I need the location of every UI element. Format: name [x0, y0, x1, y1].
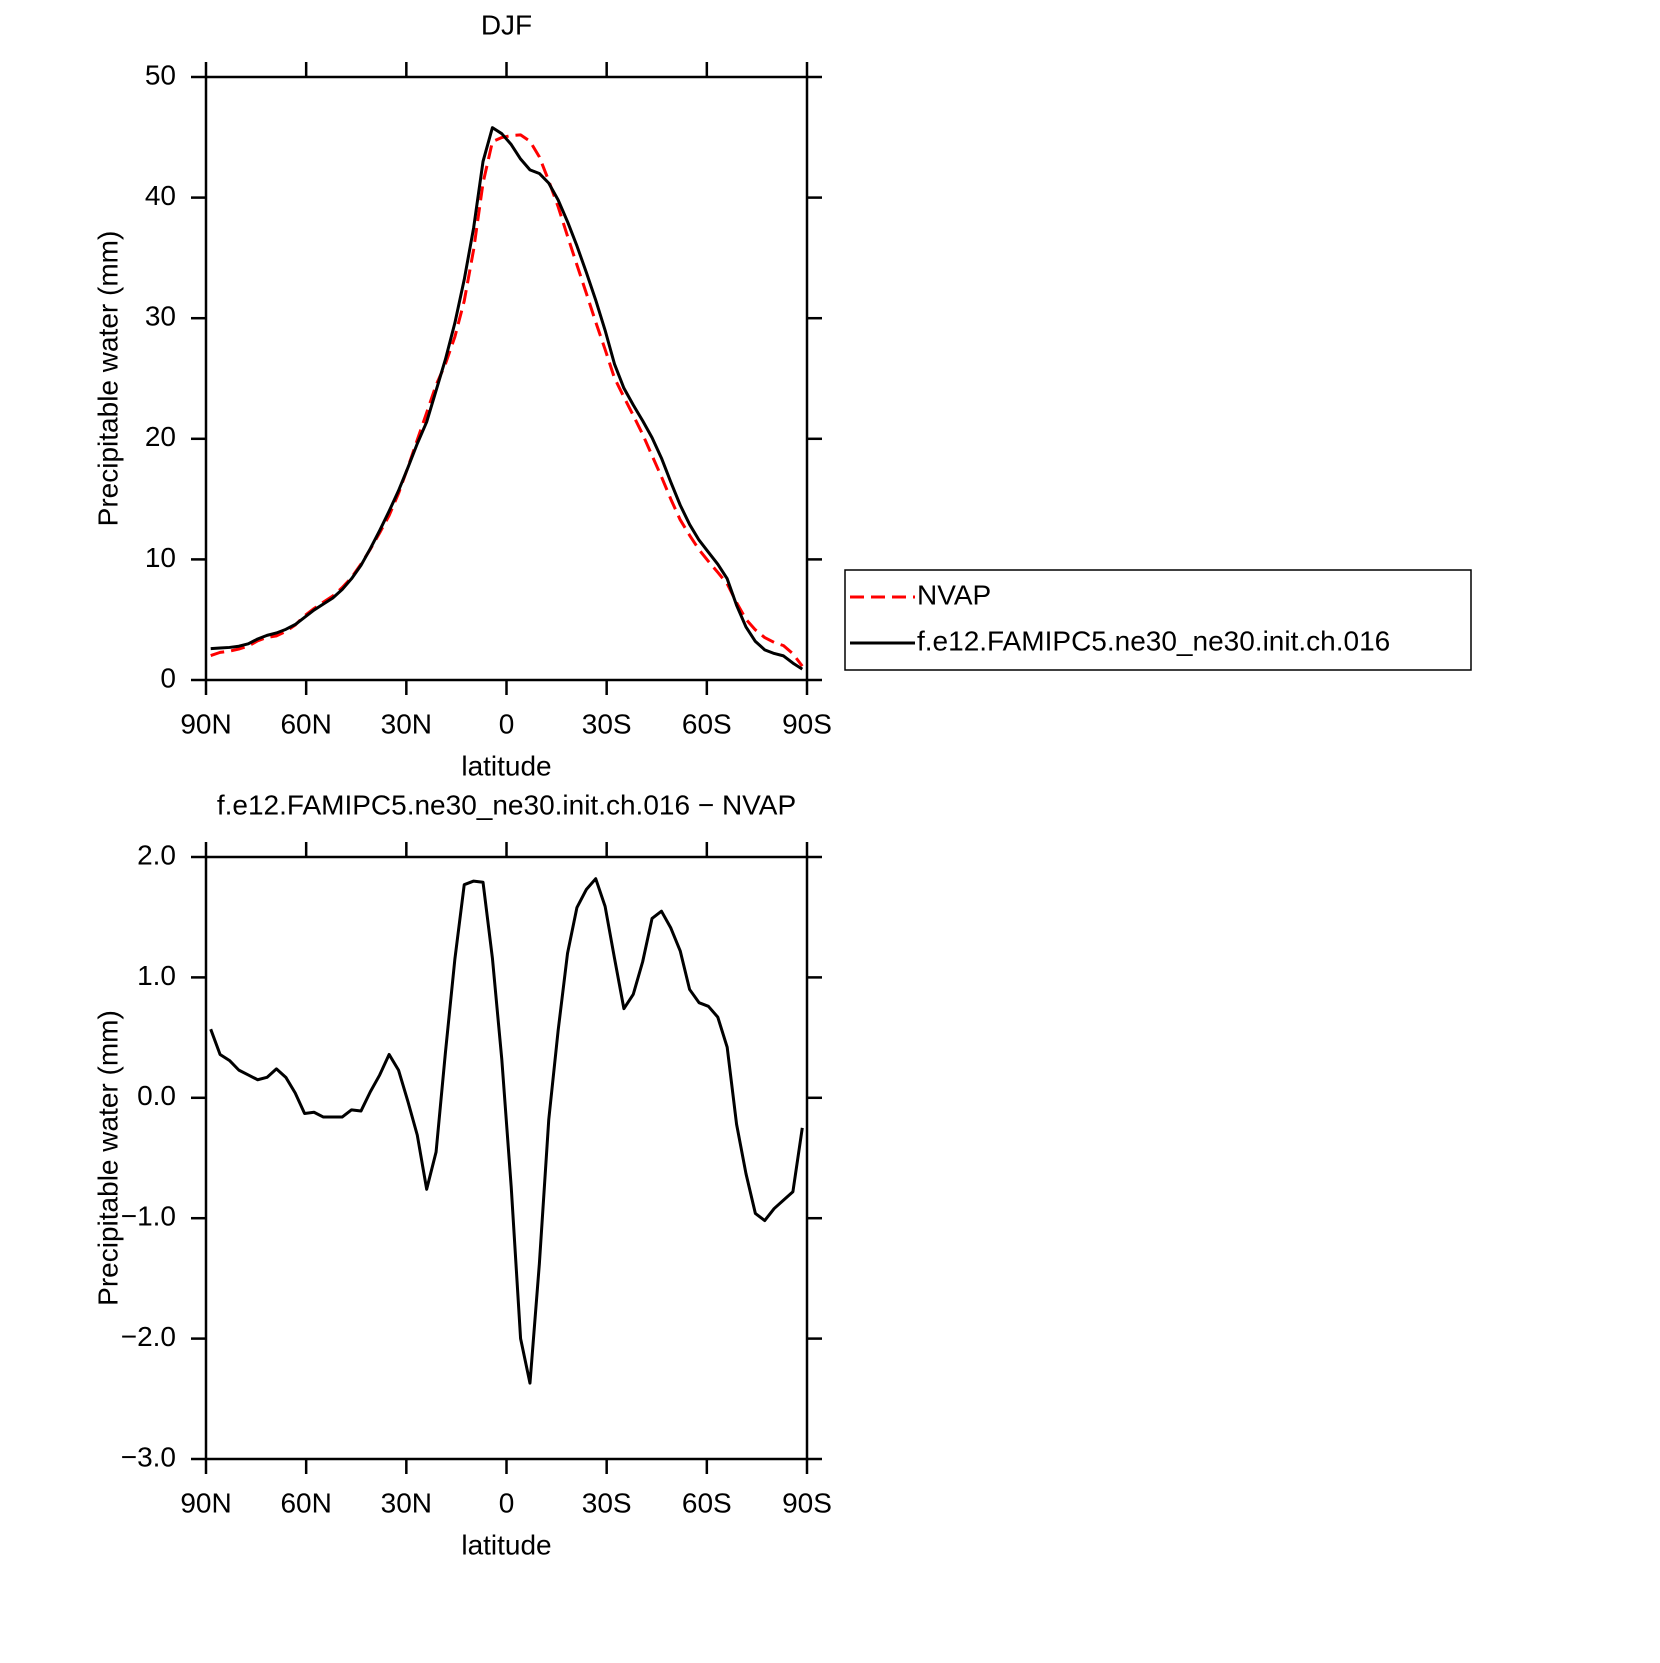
y-tick-label: 10: [145, 542, 176, 573]
data-line: [210, 133, 804, 668]
y-tick-label: 30: [145, 301, 176, 332]
plot-frame: [204, 855, 809, 1461]
x-tick-label: 30S: [582, 708, 632, 739]
x-tick-label: 30N: [381, 708, 432, 739]
x-tick-label: 60S: [682, 708, 732, 739]
x-tick-label: 60S: [682, 1487, 732, 1518]
x-tick-label: 90S: [782, 708, 832, 739]
y-tick-label: 20: [145, 421, 176, 452]
x-tick-label: 0: [499, 708, 515, 739]
x-tick-label: 60N: [280, 708, 331, 739]
y-tick-label: −1.0: [121, 1201, 176, 1232]
x-tick-label: 30S: [582, 1487, 632, 1518]
y-axis-label: Precipitable water (mm): [92, 1010, 123, 1306]
legend-label: f.e12.FAMIPC5.ne30_ne30.init.ch.016: [917, 625, 1390, 656]
y-tick-label: 0.0: [137, 1080, 176, 1111]
x-tick-label: 90S: [782, 1487, 832, 1518]
chart-title: DJF: [481, 9, 532, 40]
x-tick-label: 60N: [280, 1487, 331, 1518]
legend-box: [844, 569, 1472, 671]
plot-frame: [204, 75, 809, 682]
x-tick-label: 90N: [180, 708, 231, 739]
y-tick-label: −2.0: [121, 1321, 176, 1352]
y-tick-label: −3.0: [121, 1441, 176, 1472]
x-axis-label: latitude: [461, 750, 551, 781]
x-axis-label: latitude: [461, 1529, 551, 1560]
y-tick-label: 1.0: [137, 960, 176, 991]
x-tick-label: 90N: [180, 1487, 231, 1518]
y-tick-label: 50: [145, 59, 176, 90]
y-axis-label: Precipitable water (mm): [92, 231, 123, 527]
legend-label: NVAP: [917, 579, 991, 610]
data-line: [209, 877, 804, 1385]
chart-title: f.e12.FAMIPC5.ne30_ne30.init.ch.016 − NV…: [217, 789, 796, 820]
data-line: [210, 126, 804, 671]
y-tick-label: 40: [145, 180, 176, 211]
y-tick-label: 2.0: [137, 839, 176, 870]
x-tick-label: 30N: [381, 1487, 432, 1518]
x-tick-label: 0: [499, 1487, 515, 1518]
y-tick-label: 0: [160, 662, 176, 693]
